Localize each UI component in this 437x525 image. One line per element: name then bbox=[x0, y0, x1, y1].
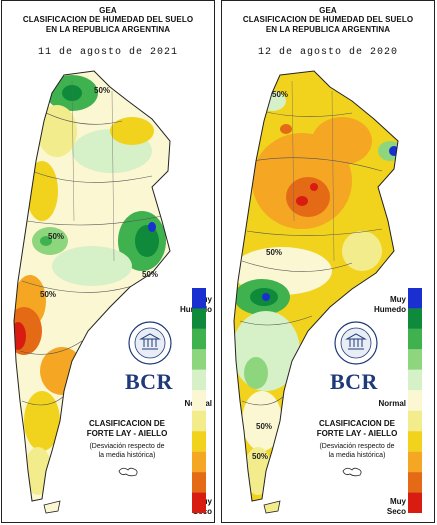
legend-swatch bbox=[408, 390, 422, 411]
legend-swatch bbox=[408, 308, 422, 329]
map-title-line2: EN LA REPUBLICA ARGENTINA bbox=[45, 25, 171, 34]
map-title-line2: EN LA REPUBLICA ARGENTINA bbox=[265, 25, 391, 34]
soil-moisture-map-2020: 50% 50% 50% 50% bbox=[233, 70, 399, 514]
bcr-logo-text: BCR bbox=[125, 369, 173, 394]
classification-note: (Desviación respecto de la media históri… bbox=[89, 443, 165, 459]
map-title-line1: CLASIFICACION DE HUMEDAD DEL SUELO bbox=[242, 15, 414, 24]
classification-title: CLASIFICACION DE FORTE LAY - AIELLO bbox=[316, 419, 398, 438]
contour-label: 50% bbox=[94, 86, 110, 95]
map-panel-2021: 50% 50% 50% 50% GEA CLASIFICACION DE HUM… bbox=[1, 0, 215, 523]
legend-very-wet-label: Muy Humedo bbox=[374, 295, 406, 314]
contour-label: 50% bbox=[272, 90, 288, 99]
contour-label: 50% bbox=[142, 270, 158, 279]
bcr-seal-icon bbox=[334, 321, 378, 365]
legend-swatch bbox=[192, 308, 206, 329]
legend-color-bar-left bbox=[192, 288, 206, 513]
contour-label: 50% bbox=[256, 422, 272, 431]
classification-title: CLASIFICACION DE FORTE LAY - AIELLO bbox=[86, 419, 168, 438]
legend-swatch bbox=[192, 472, 206, 493]
org-name: GEA bbox=[319, 6, 337, 15]
legend-swatch bbox=[192, 390, 206, 411]
map-panel-2020: 50% 50% 50% 50% GEA CLASIFICACION DE HUM… bbox=[221, 0, 435, 523]
legend-swatch bbox=[408, 431, 422, 452]
legend-swatch bbox=[408, 369, 422, 391]
contour-label: 50% bbox=[40, 290, 56, 299]
bcr-seal-icon bbox=[128, 321, 172, 365]
legend-swatch bbox=[408, 472, 422, 493]
legend-very-dry-label: Muy Seco bbox=[386, 497, 406, 516]
islands-icon bbox=[342, 467, 362, 477]
contour-label: 50% bbox=[252, 452, 268, 461]
legend-swatch bbox=[192, 451, 206, 473]
islands-icon bbox=[118, 467, 138, 477]
legend-swatch bbox=[408, 492, 422, 513]
map-date: 12 de agosto de 2020 bbox=[257, 47, 399, 58]
legend-swatch bbox=[192, 349, 206, 370]
org-name: GEA bbox=[99, 6, 117, 15]
legend-swatch bbox=[192, 431, 206, 452]
legend-swatch bbox=[408, 349, 422, 370]
legend-swatch bbox=[408, 288, 422, 309]
map-title-line1: CLASIFICACION DE HUMEDAD DEL SUELO bbox=[22, 15, 194, 24]
legend-swatch bbox=[408, 410, 422, 432]
legend-swatch bbox=[408, 328, 422, 350]
map-date: 11 de agosto de 2021 bbox=[37, 47, 179, 58]
legend-swatch bbox=[192, 369, 206, 391]
contour-label: 50% bbox=[48, 232, 64, 241]
legend-swatch bbox=[192, 328, 206, 350]
legend-color-bar-right bbox=[408, 288, 422, 513]
bcr-logo-text: BCR bbox=[330, 369, 378, 394]
legend-swatch bbox=[408, 451, 422, 473]
soil-moisture-map-2021: 50% 50% 50% 50% bbox=[13, 70, 171, 514]
legend-swatch bbox=[192, 288, 206, 309]
legend-swatch bbox=[192, 410, 206, 432]
classification-note: (Desviación respecto de la media históri… bbox=[319, 443, 395, 459]
legend-normal-label: Normal bbox=[378, 399, 406, 408]
contour-label: 50% bbox=[266, 248, 282, 257]
legend-swatch bbox=[192, 492, 206, 513]
